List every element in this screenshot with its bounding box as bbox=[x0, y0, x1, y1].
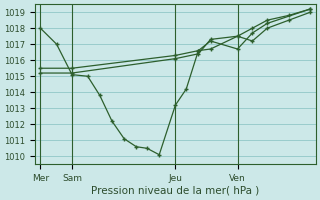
X-axis label: Pression niveau de la mer( hPa ): Pression niveau de la mer( hPa ) bbox=[91, 186, 260, 196]
